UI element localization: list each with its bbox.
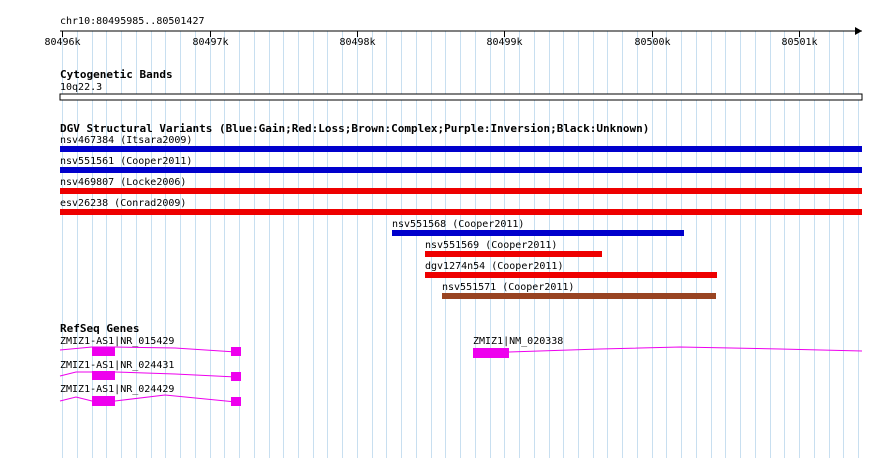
- gene-exon: [92, 371, 115, 380]
- dgv-features: nsv467384 (Itsara2009) nsv551561 (Cooper2…: [60, 135, 862, 299]
- gene-nr-024431[interactable]: ZMIZ1-AS1|NR_024431: [59, 360, 241, 381]
- dgv-feature-bar: [60, 146, 862, 152]
- refseq-track-title[interactable]: RefSeq Genes: [60, 322, 139, 335]
- gene-label: ZMIZ1-AS1|NR_015429: [60, 336, 174, 347]
- dgv-feature-label: nsv551569 (Cooper2011): [425, 240, 557, 251]
- ruler-tick-label: 80498k: [339, 37, 375, 48]
- ruler-right-arrow-icon[interactable]: [855, 27, 862, 35]
- dgv-feature-bar: [60, 209, 862, 215]
- ruler-ticks: 80496k 80497k 80498k 80499k 80500k 80501k: [44, 31, 818, 48]
- dgv-feature-label: nsv551561 (Cooper2011): [60, 156, 192, 167]
- ruler-tick-label: 80500k: [634, 37, 670, 48]
- gene-intron: [59, 394, 237, 403]
- dgv-feature-bar: [392, 230, 684, 236]
- dgv-feature[interactable]: nsv467384 (Itsara2009): [60, 135, 862, 152]
- gene-exon: [231, 397, 241, 406]
- ruler-tick-label: 80501k: [781, 37, 817, 48]
- dgv-feature[interactable]: nsv551569 (Cooper2011): [425, 240, 602, 257]
- dgv-track-title[interactable]: DGV Structural Variants (Blue:Gain;Red:L…: [60, 122, 649, 135]
- dgv-feature[interactable]: nsv551561 (Cooper2011): [60, 156, 862, 173]
- dgv-feature-label: nsv467384 (Itsara2009): [60, 135, 192, 146]
- dgv-feature-bar: [442, 293, 716, 299]
- gene-intron: [472, 346, 863, 354]
- gene-exon: [231, 347, 241, 356]
- cytoband-label: 10q22.3: [60, 82, 102, 93]
- cytoband-track-title[interactable]: Cytogenetic Bands: [60, 68, 173, 81]
- dgv-feature[interactable]: nsv469807 (Locke2006): [60, 177, 862, 194]
- gene-intron: [59, 371, 237, 378]
- gene-label: ZMIZ1-AS1|NR_024431: [60, 360, 174, 371]
- ruler-tick-label: 80499k: [486, 37, 522, 48]
- dgv-feature-label: nsv469807 (Locke2006): [60, 177, 186, 188]
- gene-nr-015429[interactable]: ZMIZ1-AS1|NR_015429: [59, 336, 241, 356]
- gene-exon: [231, 372, 241, 381]
- dgv-feature-bar: [425, 251, 602, 257]
- dgv-feature-label: nsv551568 (Cooper2011): [392, 219, 524, 230]
- gene-exon: [473, 348, 509, 358]
- dgv-feature[interactable]: esv26238 (Conrad2009): [60, 198, 862, 215]
- dgv-feature[interactable]: dgv1274n54 (Cooper2011): [425, 261, 717, 278]
- gene-label: ZMIZ1|NM_020338: [473, 336, 563, 347]
- gene-nr-024429[interactable]: ZMIZ1-AS1|NR_024429: [59, 384, 241, 406]
- dgv-feature-label: nsv551571 (Cooper2011): [442, 282, 574, 293]
- gene-exon: [92, 347, 115, 356]
- ruler-tick-label: 80497k: [192, 37, 228, 48]
- gene-label: ZMIZ1-AS1|NR_024429: [60, 384, 174, 395]
- dgv-feature-bar: [60, 167, 862, 173]
- dgv-feature-bar: [425, 272, 717, 278]
- gene-exon: [92, 396, 115, 406]
- gene-nm-020338[interactable]: ZMIZ1|NM_020338: [472, 336, 863, 358]
- dgv-feature-bar: [60, 188, 862, 194]
- dgv-feature[interactable]: nsv551571 (Cooper2011): [442, 282, 716, 299]
- ruler-tick-label: 80496k: [44, 37, 80, 48]
- dgv-feature-label: dgv1274n54 (Cooper2011): [425, 261, 563, 272]
- cytoband-bar[interactable]: [59, 93, 863, 101]
- grid-lines: [62, 31, 859, 458]
- locus-label: chr10:80495985..80501427: [60, 16, 205, 27]
- dgv-feature-label: esv26238 (Conrad2009): [60, 198, 186, 209]
- gene-intron: [59, 346, 237, 353]
- dgv-feature[interactable]: nsv551568 (Cooper2011): [392, 219, 684, 236]
